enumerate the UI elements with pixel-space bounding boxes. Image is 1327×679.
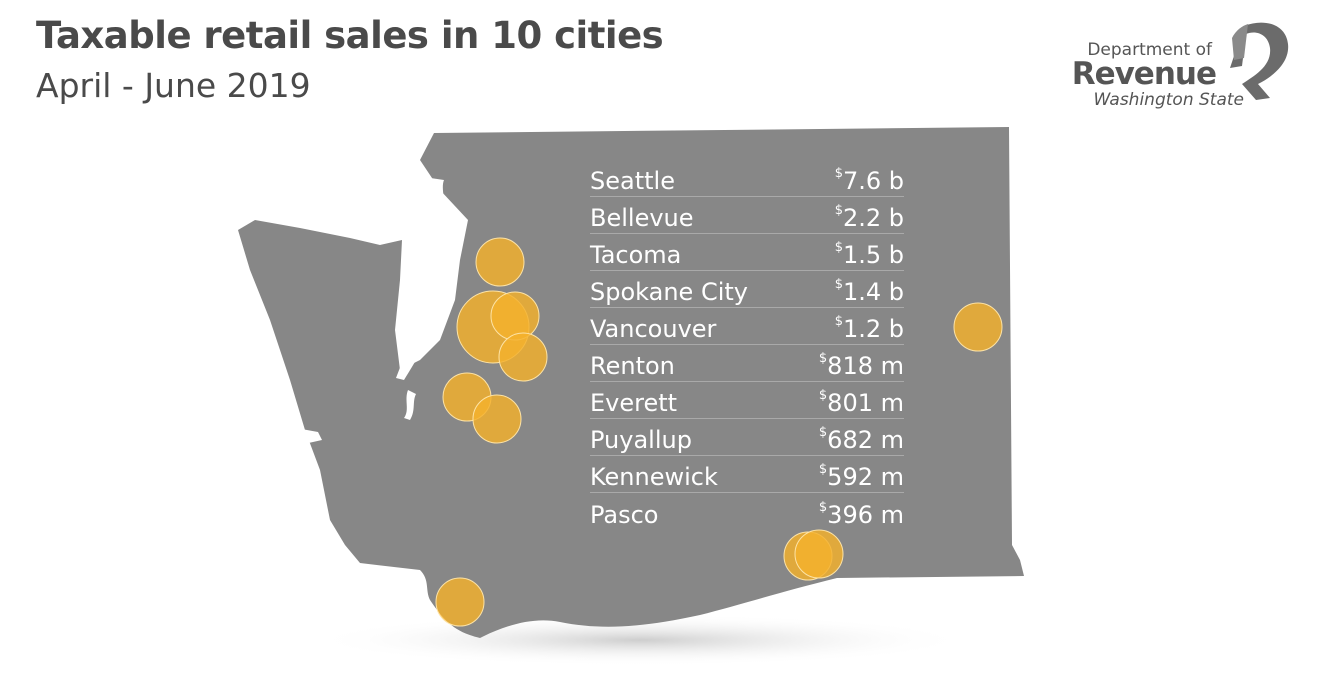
city-amount: $818 m [819,352,904,380]
logo-r-mark-icon [1230,22,1289,101]
bubble-layer [435,237,1003,627]
city-name: Pasco [590,501,659,529]
amount-value: 592 m [827,463,904,491]
currency-symbol: $ [818,425,828,440]
city-row-spokane-city: Spokane City $1.4 b [590,271,904,308]
city-name: Everett [590,389,678,417]
city-row-seattle: Seattle $7.6 b [590,160,904,197]
currency-symbol: $ [834,277,843,292]
city-amount: $1.4 b [835,278,904,306]
amount-value: 1.5 b [842,241,904,269]
city-row-vancouver: Vancouver $1.2 b [590,308,904,345]
city-amount: $592 m [819,463,904,491]
currency-symbol: $ [818,388,828,403]
currency-symbol: $ [818,462,828,477]
bubble-pasco [794,529,844,579]
logo-line-state: Washington State [1093,90,1244,110]
city-row-pasco: Pasco $396 m [590,493,904,530]
amount-value: 1.4 b [842,278,904,306]
currency-symbol: $ [818,351,828,366]
city-amount: $682 m [819,426,904,454]
city-name: Vancouver [590,315,717,343]
city-name: Seattle [590,167,675,195]
city-name: Kennewick [590,463,718,491]
bubble-spokane-city [953,302,1003,352]
currency-symbol: $ [834,166,843,181]
city-amount: $2.2 b [835,204,904,232]
bubble-bellevue [490,291,540,341]
city-amount: $7.6 b [835,167,904,195]
amount-value: 801 m [827,389,904,417]
city-name: Bellevue [590,204,694,232]
bubble-renton [498,332,548,382]
currency-symbol: $ [834,203,843,218]
amount-value: 7.6 b [842,167,904,195]
amount-value: 1.2 b [842,315,904,343]
grays-harbor-water [296,428,322,444]
hood-canal-water [404,390,416,420]
currency-symbol: $ [834,240,843,255]
city-row-kennewick: Kennewick $592 m [590,456,904,493]
city-name: Tacoma [590,241,682,269]
amount-value: 2.2 b [842,204,904,232]
amount-value: 682 m [827,426,904,454]
city-row-bellevue: Bellevue $2.2 b [590,197,904,234]
city-row-tacoma: Tacoma $1.5 b [590,234,904,271]
city-amount: $801 m [819,389,904,417]
logo-line-department: Department of [1087,40,1212,60]
city-amount: $1.2 b [835,315,904,343]
page-subtitle: April - June 2019 [36,66,311,105]
dor-logo: Department of Revenue Washington State [1060,18,1300,118]
logo-line-revenue: Revenue [1071,56,1217,92]
city-row-puyallup: Puyallup $682 m [590,419,904,456]
bubble-vancouver [435,577,485,627]
state-outline [238,127,1024,638]
bubble-puyallup [472,394,522,444]
city-amount: $1.5 b [835,241,904,269]
city-name: Spokane City [590,278,748,306]
city-amount: $396 m [819,501,904,529]
city-name: Renton [590,352,675,380]
bubble-everett [475,237,525,287]
puget-sound-water [396,173,445,380]
city-row-everett: Everett $801 m [590,382,904,419]
amount-value: 396 m [827,501,904,529]
currency-symbol: $ [834,314,843,329]
city-row-renton: Renton $818 m [590,345,904,382]
amount-value: 818 m [827,352,904,380]
city-name: Puyallup [590,426,692,454]
currency-symbol: $ [818,500,828,515]
page-title: Taxable retail sales in 10 cities [36,14,664,57]
